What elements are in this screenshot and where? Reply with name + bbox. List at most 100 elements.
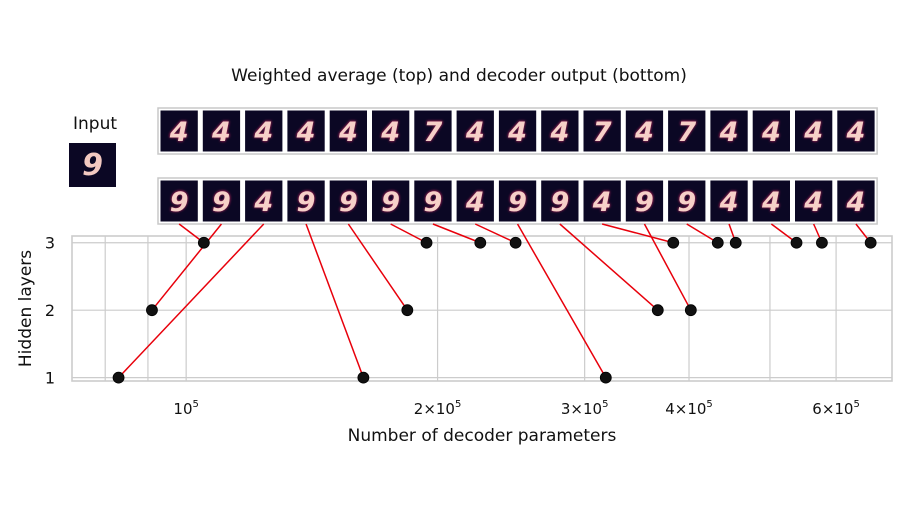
thumbnail-bg [752,180,790,222]
digit-glyph: 4 [338,117,358,148]
digit-glyph: 4 [253,117,273,148]
digit-glow: 4 [803,115,823,148]
digit-glyph: 7 [593,117,612,148]
digit-glyph: 4 [761,117,781,148]
connector-line [118,223,265,379]
digit-glyph: 4 [846,187,866,218]
x-tick-label: 105 [173,399,198,418]
data-point [711,236,724,249]
digit-glyph: 4 [465,117,485,148]
thumbnail-bg [583,110,621,152]
thumbnail-bg [372,110,410,152]
weighted-average-thumbnail: 77 [414,110,452,152]
digit-glow: 4 [253,115,273,148]
digit-glow: 9 [635,185,654,218]
weighted-average-thumbnail: 44 [287,110,325,152]
y-axis-label: Hidden layers [16,250,36,367]
connector-line [559,223,659,311]
thumbnail-bg [498,180,537,222]
thumbnail-bg [541,180,579,222]
digit-glow: 9 [550,185,569,218]
digit-glow: 4 [634,115,654,148]
digit-glyph: 4 [465,187,485,218]
weighted-average-thumbnail: 77 [583,110,621,152]
input-label: Input [72,114,118,134]
x-axis-label: Number of decoder parameters [348,426,617,446]
weighted-average-thumbnail: 44 [202,110,241,152]
decoder-output-thumbnail: 99 [668,180,706,222]
connectors [118,223,872,379]
digit-glow: 9 [339,185,358,218]
digit-glyph: 4 [169,117,189,148]
thumbnail-bg [668,110,706,152]
weighted-average-thumbnail: 44 [795,110,833,152]
digit-glyph: 9 [170,187,189,218]
data-point [357,371,370,384]
weighted-average-thumbnail: 44 [498,110,537,152]
y-tick-label: 1 [45,369,55,388]
data-point [651,304,664,317]
decoder-output-thumbnail: 99 [498,180,537,222]
digit-glyph: 9 [297,187,316,218]
digit-glyph: 4 [592,187,612,218]
digit-glow: 9 [296,185,315,218]
digit-glow: 4 [211,115,231,148]
data-point [509,236,522,249]
weighted-average-thumbnail: 44 [541,110,579,152]
connector-line [643,223,692,311]
decoder-output-thumbnail: 99 [541,180,579,222]
digit-glyph: 4 [761,187,781,218]
weighted-average-thumbnail: 77 [668,110,706,152]
thumbnail-bg [710,180,748,222]
connector-line [516,223,607,379]
thumbnail-bg [160,180,198,222]
digit-glow: 4 [718,185,738,218]
thumbnail-bg [414,110,452,152]
thumbnail-bg [752,110,790,152]
digit-glow: 4 [507,115,527,148]
x-tick-label: 3×105 [561,399,609,418]
thumbnail-bg [329,180,367,222]
decoder-output-thumbnail: 99 [287,180,325,222]
data-point [864,236,877,249]
data-point [401,304,414,317]
data-point [816,236,828,249]
connector-line [432,223,481,244]
digit-glyph: 4 [507,117,527,148]
data-points [112,236,877,384]
decoder-output-thumbnail: 99 [625,180,664,222]
digit-glow: 4 [168,115,188,148]
digit-glow: 9 [169,185,188,218]
digit-glyph: 9 [424,187,443,218]
y-tick-label: 3 [45,234,55,253]
digit-glyph: 4 [296,117,316,148]
digit-glyph: 4 [803,117,823,148]
digit-glyph: 4 [380,117,400,148]
data-point [474,236,487,249]
thumbnail-bg [245,180,283,222]
digit-glow: 9 [508,185,527,218]
data-point [197,236,210,249]
digit-glow: 4 [295,115,315,148]
decoder-output-thumbnail: 44 [795,180,833,222]
digit-glyph: 9 [550,187,569,218]
data-point [729,236,742,249]
digit-glow: 4 [845,185,865,218]
thumbnail-bg [245,110,283,152]
weighted-average-thumbnail: 44 [372,110,410,152]
digit-glow: 4 [253,185,273,218]
digit-glyph: 4 [634,117,654,148]
thumbnail-bg [795,180,833,222]
data-point [112,371,125,384]
decoder-output-thumbnail: 44 [752,180,790,222]
digit-glow: 7 [592,115,612,148]
digit-glow: 9 [212,185,231,218]
decoder-output-thumbnail: 99 [372,180,410,222]
weighted-average-thumbnail: 44 [710,110,748,152]
weighted-average-thumbnail: 44 [160,110,198,152]
thumbnail-bg [668,180,706,222]
weighted-average-thumbnail: 44 [625,110,664,152]
weighted-average-thumbnail: 44 [752,110,790,152]
digit-glow: 4 [803,185,823,218]
decoder-output-thumbnail: 99 [414,180,452,222]
